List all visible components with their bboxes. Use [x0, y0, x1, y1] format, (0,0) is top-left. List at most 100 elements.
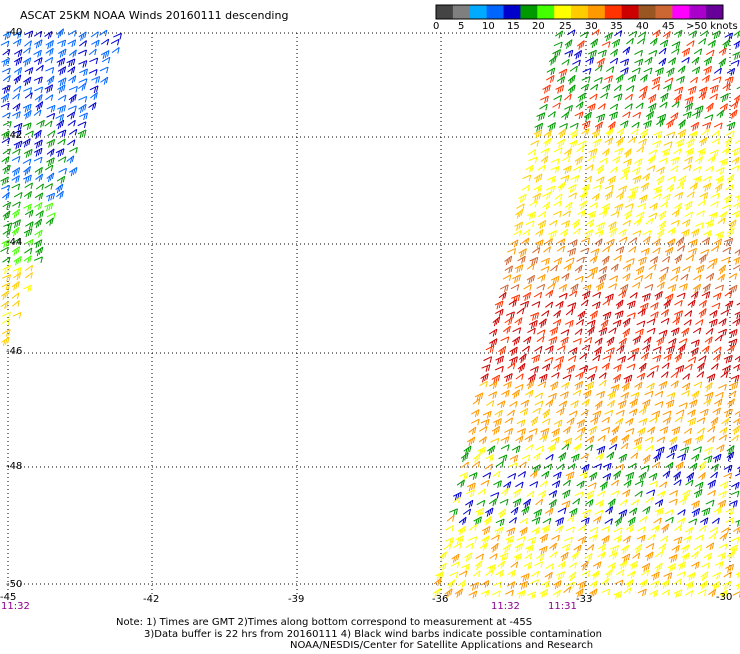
wind-barb: [503, 544, 510, 553]
wind-barb: [24, 229, 32, 237]
wind-barb: [495, 527, 503, 535]
wind-barb: [69, 94, 76, 103]
wind-barb: [489, 392, 497, 399]
wind-barb: [3, 149, 10, 155]
legend-swatch: [537, 5, 554, 19]
time-label: 11:32: [1, 601, 30, 612]
wind-barb: [655, 68, 663, 76]
wind-barb: [25, 265, 32, 271]
wind-barb: [597, 165, 604, 174]
wind-barb: [550, 552, 557, 558]
wind-barb: [565, 202, 572, 210]
wind-barb: [716, 445, 724, 452]
wind-barb: [655, 391, 663, 397]
wind-barb: [568, 184, 576, 192]
wind-barb: [577, 427, 585, 434]
wind-barb: [485, 455, 493, 462]
wind-barb: [733, 52, 740, 60]
wind-barb: [556, 85, 564, 93]
wind-barb: [607, 337, 614, 346]
wind-barb: [651, 581, 659, 588]
wind-barb: [34, 148, 42, 156]
wind-barb: [635, 544, 642, 553]
wind-barb: [709, 533, 716, 539]
wind-barb: [650, 203, 658, 210]
wind-barb: [736, 581, 740, 590]
wind-barb: [596, 177, 604, 184]
wind-barb: [515, 436, 522, 443]
wind-barb: [597, 58, 605, 67]
wind-barb: [623, 264, 631, 271]
legend-swatch: [470, 5, 487, 19]
wind-barb: [513, 499, 521, 507]
wind-barb: [638, 309, 646, 316]
wind-barb: [659, 330, 667, 337]
wind-barb: [631, 392, 639, 399]
wind-barb: [46, 193, 54, 201]
wind-barb: [2, 192, 9, 200]
wind-barb: [36, 174, 43, 182]
wind-barb: [47, 113, 55, 119]
wind-barb: [531, 571, 538, 577]
wind-barb: [532, 527, 540, 534]
wind-barb: [23, 285, 31, 292]
wind-barb: [100, 67, 108, 73]
wind-barb: [694, 382, 702, 388]
wind-barb: [571, 176, 579, 183]
wind-barb: [664, 354, 672, 361]
wind-barb: [590, 311, 597, 320]
wind-barb: [34, 140, 42, 148]
wind-barb: [538, 490, 546, 497]
wind-barb: [36, 247, 43, 256]
wind-barb: [643, 507, 651, 514]
wind-barb: [699, 461, 706, 470]
wind-barb: [543, 85, 551, 94]
wind-barb: [713, 454, 721, 463]
wind-barb: [522, 175, 530, 181]
wind-barb: [731, 435, 738, 441]
wind-barb: [731, 375, 739, 382]
wind-barb: [635, 382, 642, 389]
wind-barb: [710, 527, 718, 533]
wind-barb: [91, 40, 99, 47]
wind-barb: [732, 211, 740, 218]
wind-barb: [624, 375, 632, 383]
wind-barb: [605, 410, 613, 416]
wind-barb: [78, 50, 86, 56]
wind-barb: [609, 328, 617, 334]
wind-barb: [668, 228, 676, 235]
wind-barb: [702, 508, 710, 516]
wind-barb: [663, 471, 670, 479]
wind-barb: [548, 393, 556, 400]
wind-barb: [732, 157, 739, 164]
wind-barb: [491, 438, 499, 444]
wind-barb: [57, 40, 65, 47]
wind-barb: [573, 219, 580, 228]
wind-barb: [688, 86, 696, 94]
wind-barb: [592, 302, 600, 309]
wind-barb: [505, 266, 513, 273]
wind-barb: [598, 435, 605, 441]
wind-barb: [79, 113, 87, 120]
wind-barb: [520, 408, 528, 415]
wind-barb: [445, 538, 453, 545]
wind-barb: [512, 446, 520, 453]
wind-barb: [525, 390, 533, 397]
wind-barb: [713, 408, 721, 415]
lon-label: -42: [143, 594, 159, 605]
wind-barb: [460, 473, 468, 480]
wind-barb: [522, 185, 529, 191]
wind-barb: [669, 499, 677, 505]
lat-label: -48: [6, 461, 22, 472]
wind-barb: [581, 464, 589, 473]
wind-barb: [554, 420, 562, 427]
wind-barb: [613, 374, 620, 383]
wind-barb: [691, 340, 699, 347]
wind-barb: [504, 428, 512, 435]
wind-barb: [501, 488, 508, 496]
wind-barb: [469, 427, 476, 435]
wind-barb: [587, 327, 594, 336]
wind-barb: [590, 256, 597, 264]
speed-color-legend: [436, 5, 724, 19]
wind-barb: [629, 463, 637, 469]
